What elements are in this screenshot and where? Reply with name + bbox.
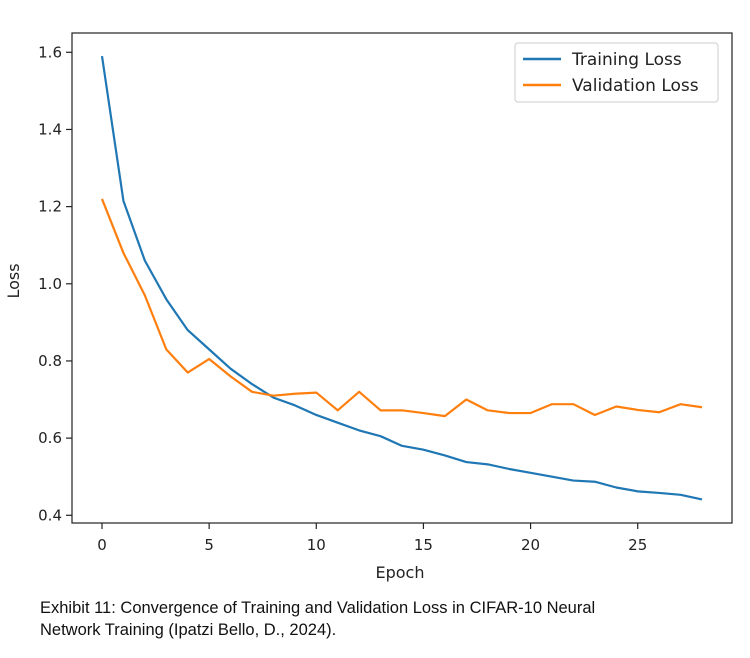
x-tick-label: 5 — [204, 536, 214, 554]
x-tick-label: 25 — [628, 536, 647, 554]
y-tick-label: 1.4 — [38, 120, 62, 138]
y-tick-label: 0.6 — [38, 429, 62, 447]
y-tick-label: 0.4 — [38, 506, 62, 524]
training-loss-line — [100, 55, 703, 501]
series-layer — [100, 55, 703, 501]
x-tick-label: 15 — [414, 536, 433, 554]
x-tick-label: 10 — [307, 536, 326, 554]
figure-caption: Exhibit 11: Convergence of Training and … — [40, 597, 730, 641]
loss-chart: 0 5 10 15 20 25 0.4 0.6 0.8 1.0 1.2 1.4 1.6 Epoch Lo… — [4, 32, 733, 582]
legend-label-training: Training Loss — [571, 50, 682, 70]
x-axis-label: Epoch — [376, 563, 425, 582]
y-tick-label: 1.0 — [38, 275, 62, 293]
y-axis-label: Loss — [4, 263, 23, 298]
legend-box — [514, 42, 719, 103]
x-tick-label: 20 — [521, 536, 540, 554]
caption-line-1: Exhibit 11: Convergence of Training and … — [40, 599, 596, 617]
y-tick-label: 1.2 — [38, 198, 62, 216]
y-tick-label: 0.8 — [38, 352, 62, 370]
caption-line-2: Network Training (Ipatzi Bello, D., 2024… — [40, 621, 337, 639]
y-tick-label: 1.6 — [38, 43, 62, 61]
legend-label-validation: Validation Loss — [572, 76, 699, 96]
validation-loss-line — [100, 198, 703, 418]
axis-layer: 0 5 10 15 20 25 0.4 0.6 0.8 1.0 1.2 1.4 1.6 — [38, 43, 647, 554]
plot-area — [71, 32, 733, 524]
x-tick-label: 0 — [97, 536, 107, 554]
legend: Training Loss Validation Loss — [514, 42, 719, 103]
